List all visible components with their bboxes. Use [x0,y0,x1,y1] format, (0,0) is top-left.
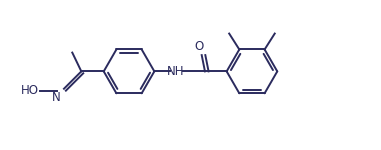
Text: N: N [51,91,60,104]
Text: HO: HO [21,84,38,97]
Text: O: O [194,40,203,53]
Text: NH: NH [167,65,185,78]
